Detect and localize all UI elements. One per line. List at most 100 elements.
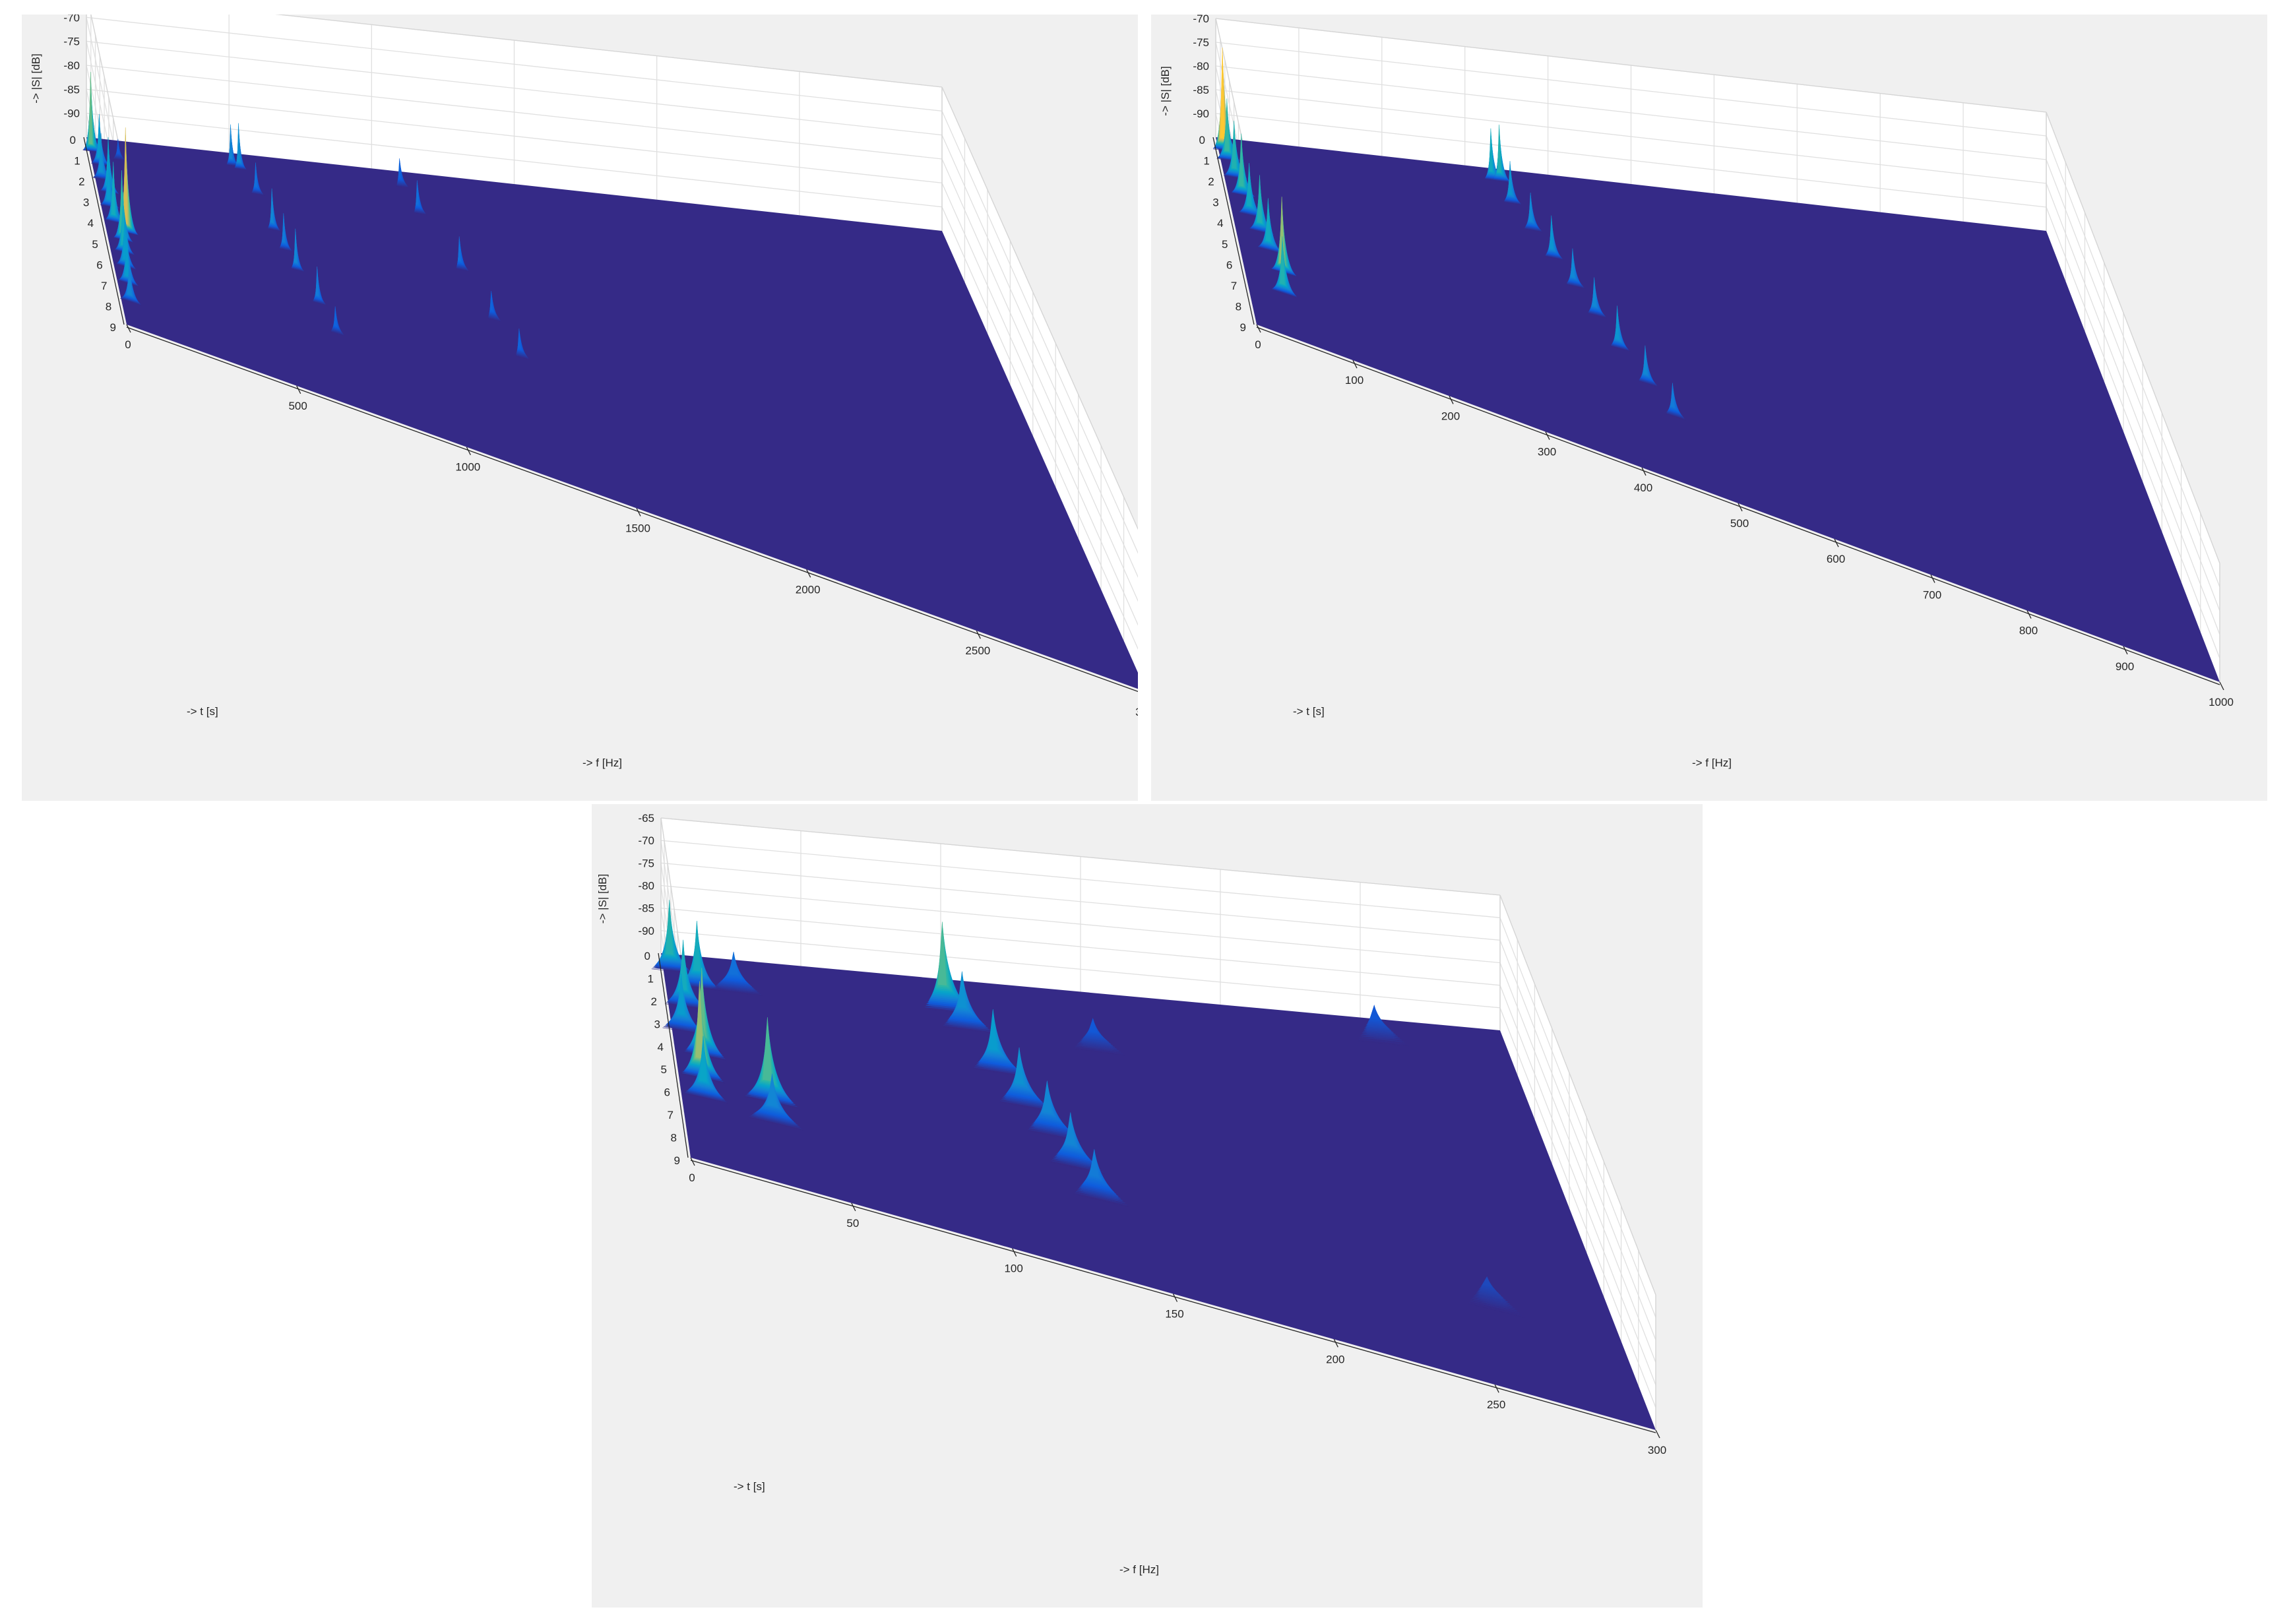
surface-facet bbox=[99, 133, 103, 173]
y-axis-line bbox=[83, 137, 125, 325]
surface-peak bbox=[251, 162, 265, 196]
surface-facet bbox=[699, 1036, 707, 1082]
surface-peak bbox=[1587, 277, 1608, 319]
x-tick-mark bbox=[1545, 431, 1550, 440]
z-tick-label: -65 bbox=[638, 812, 654, 825]
y-tick-label: 2 bbox=[78, 175, 84, 188]
surface-facet bbox=[456, 268, 470, 272]
surface-facet bbox=[747, 1117, 804, 1131]
y-tick-label: 1 bbox=[74, 155, 80, 168]
z-tick-label: -85 bbox=[63, 83, 80, 96]
surface-facet bbox=[1358, 1039, 1407, 1045]
z-tick-label: -80 bbox=[63, 59, 80, 72]
surface-peak bbox=[711, 951, 763, 997]
surface-facet bbox=[1220, 47, 1225, 139]
surface-facet bbox=[1028, 1129, 1079, 1140]
x-tick-label: 300 bbox=[1648, 1444, 1666, 1456]
z-tick-label: -80 bbox=[1193, 60, 1209, 73]
x-tick-label: 0 bbox=[1255, 338, 1261, 351]
surface-facet bbox=[1550, 215, 1553, 249]
surface-facet bbox=[1470, 1301, 1520, 1314]
surface-facet bbox=[1610, 346, 1631, 352]
y-axis-label: -> t [s] bbox=[1293, 705, 1325, 718]
surface-facet bbox=[1247, 163, 1252, 207]
surface-facet bbox=[943, 1025, 992, 1032]
surface-facet bbox=[1358, 1040, 1409, 1047]
surface-facet bbox=[116, 139, 119, 154]
surface-facet bbox=[1503, 202, 1522, 205]
surface-facet bbox=[113, 158, 126, 162]
x-tick-mark bbox=[1333, 1339, 1338, 1348]
x-tick-label: 250 bbox=[1487, 1398, 1505, 1411]
x-axis-label: -> f [Hz] bbox=[1119, 1563, 1159, 1576]
y-tick-label: 9 bbox=[1240, 321, 1246, 334]
grid-line bbox=[1215, 113, 2047, 208]
grid-line bbox=[1499, 917, 1656, 1318]
surface-floor bbox=[86, 137, 1138, 689]
surface-facet bbox=[125, 232, 129, 277]
surface-plot-3: 0 50 100 150 200 250 300 0 1 2 3 4 5 6 7 8 9 -90 -85 -80 -75… bbox=[592, 804, 1703, 1608]
y-tick-label: 8 bbox=[671, 1132, 677, 1144]
surface-peak bbox=[1257, 198, 1284, 255]
surface-peak bbox=[651, 900, 693, 974]
surface-facet bbox=[315, 266, 319, 296]
surface-peak bbox=[747, 1073, 804, 1131]
x-tick-mark bbox=[636, 508, 641, 516]
grid-line bbox=[941, 183, 1138, 626]
grid-line bbox=[1215, 89, 2047, 184]
surface-facet bbox=[1271, 289, 1298, 299]
y-axis-label: -> t [s] bbox=[187, 705, 218, 718]
y-axis-line bbox=[1212, 137, 1255, 325]
surface-facet bbox=[1469, 1302, 1522, 1316]
z-tick-label: -85 bbox=[1193, 84, 1209, 96]
surface-peak bbox=[1073, 1018, 1125, 1056]
x-tick-mark bbox=[690, 1157, 695, 1166]
x-tick-mark bbox=[851, 1202, 856, 1212]
surface-facet bbox=[767, 1073, 777, 1107]
z-tick-label: -90 bbox=[1193, 108, 1209, 120]
box-edge bbox=[275, 15, 943, 88]
grid-line bbox=[1215, 42, 2047, 137]
surface-facet bbox=[234, 168, 247, 171]
z-tick-label: -70 bbox=[638, 834, 654, 847]
surface-facet bbox=[1566, 284, 1586, 289]
x-tick-label: 400 bbox=[1634, 482, 1652, 494]
surface-peak bbox=[1358, 1004, 1409, 1047]
y-tick-label: 0 bbox=[1199, 134, 1205, 146]
x-tick-mark bbox=[1352, 359, 1358, 369]
surface-facet bbox=[120, 298, 142, 306]
surface-peak bbox=[455, 236, 470, 272]
x-tick-mark bbox=[2219, 681, 2224, 691]
surface-facet bbox=[1224, 98, 1230, 152]
x-tick-label: 0 bbox=[689, 1171, 695, 1184]
y-tick-label: 2 bbox=[1208, 175, 1214, 188]
grid-line bbox=[2046, 206, 2220, 659]
y-tick-label: 2 bbox=[651, 995, 657, 1008]
box-edge bbox=[1215, 18, 2047, 113]
x-tick-mark bbox=[1930, 575, 1935, 583]
surface-facet bbox=[1073, 1193, 1130, 1208]
surface-facet bbox=[1360, 1035, 1402, 1041]
grid-line bbox=[941, 158, 1138, 602]
y-tick-label: 0 bbox=[644, 950, 650, 962]
surface-facet bbox=[693, 920, 701, 972]
grid-line bbox=[2046, 135, 2220, 588]
y-tick-label: 1 bbox=[1203, 155, 1209, 168]
y-tick-label: 5 bbox=[1222, 238, 1228, 251]
surface-peak bbox=[120, 261, 142, 306]
y-tick-label: 7 bbox=[1231, 280, 1237, 292]
x-tick-mark bbox=[1738, 503, 1743, 512]
surface-facet bbox=[677, 973, 685, 1015]
surface-facet bbox=[330, 331, 345, 336]
x-tick-label: 500 bbox=[1730, 517, 1749, 530]
z-tick-label: -90 bbox=[63, 108, 80, 120]
z-axis-label: -> |S| [dB] bbox=[30, 53, 42, 103]
surface-facet bbox=[1545, 256, 1564, 261]
surface-facet bbox=[972, 1068, 1026, 1078]
surface-peak bbox=[330, 306, 345, 336]
surface-facet bbox=[1643, 345, 1647, 375]
surface-facet bbox=[711, 989, 763, 997]
surface-peak bbox=[1073, 1149, 1130, 1208]
x-tick-mark bbox=[2026, 610, 2032, 619]
surface-floor bbox=[661, 953, 1656, 1430]
